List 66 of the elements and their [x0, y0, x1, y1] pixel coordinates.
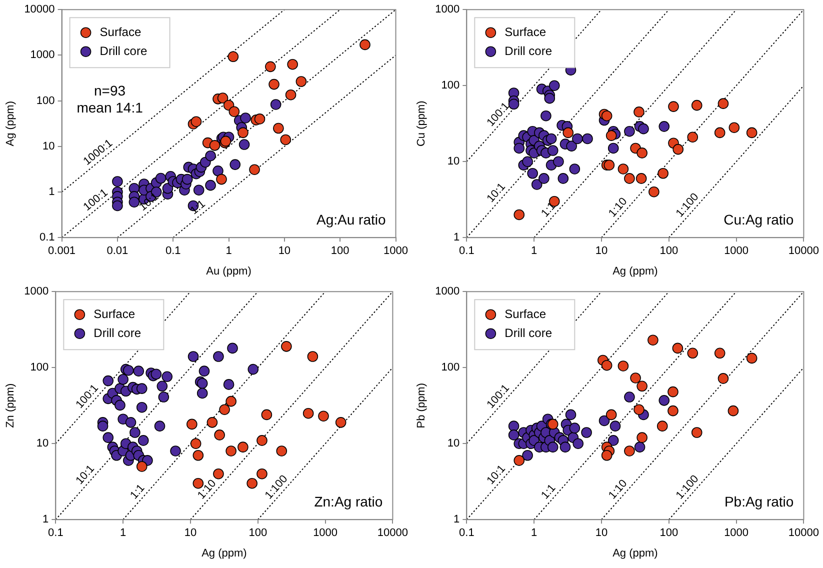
- legend-label: Surface: [100, 24, 142, 39]
- x-tick-label: 10000: [377, 527, 408, 540]
- y-tick-label: 10: [36, 438, 49, 450]
- x-tick-label: 1: [531, 527, 538, 540]
- legend-label: Drill core: [504, 326, 552, 340]
- x-tick-label: 1000: [313, 527, 338, 540]
- legend-label: Drill core: [100, 44, 148, 58]
- x-tick-label: 1000: [724, 527, 749, 540]
- y-tick-label: 1: [454, 232, 460, 244]
- legend-label: Surface: [504, 306, 546, 321]
- y-tick-label: 0.1: [39, 232, 55, 244]
- y-tick-label: 100: [30, 362, 49, 374]
- legend-label: Surface: [94, 306, 136, 321]
- x-axis-title: Ag (ppm): [612, 265, 658, 278]
- x-tick-label: 10: [595, 245, 608, 258]
- y-tick-label: 1: [48, 186, 55, 198]
- y-tick-label: 100: [441, 80, 460, 92]
- y-tick-label: 100: [441, 362, 460, 374]
- x-tick-label: 100: [330, 245, 350, 258]
- x-tick-label: 0.001: [48, 245, 76, 258]
- x-tick-label: 0.01: [106, 245, 128, 258]
- y-tick-label: 10: [42, 140, 55, 152]
- x-axis-title: Au (ppm): [206, 265, 252, 278]
- y-tick-label: 1: [42, 514, 49, 526]
- annotation: 1:1: [539, 200, 558, 220]
- y-tick-label: 10: [447, 156, 460, 168]
- y-tick-label: 1: [454, 514, 460, 526]
- y-tick-label: 1000: [435, 286, 460, 298]
- y-axis-title: Ag (ppm): [4, 100, 17, 146]
- annotation: Zn:Ag ratio: [314, 493, 383, 510]
- x-tick-label: 100: [248, 527, 268, 540]
- x-tick-label: 10: [278, 245, 291, 258]
- x-axis-title: Ag (ppm): [202, 547, 247, 560]
- x-tick-label: 100: [660, 245, 678, 258]
- y-tick-label: 1000: [30, 49, 55, 62]
- y-tick-label: 1000: [435, 4, 460, 16]
- annotation: Pb:Ag ratio: [724, 493, 794, 510]
- legend-label: Surface: [504, 24, 546, 39]
- y-axis-title: Cu (ppm): [416, 100, 428, 147]
- annotation: n=93: [94, 82, 126, 98]
- x-tick-label: 10000: [788, 527, 820, 540]
- x-tick-label: 1: [226, 245, 232, 258]
- x-tick-label: 10000: [788, 245, 820, 258]
- y-tick-label: 100: [36, 94, 55, 107]
- legend-label: Drill core: [504, 44, 552, 58]
- x-axis-title: Ag (ppm): [612, 547, 658, 560]
- y-axis-title: Pb (ppm): [416, 382, 428, 428]
- y-tick-label: 10000: [24, 4, 55, 16]
- y-axis-title: Zn (ppm): [4, 383, 17, 428]
- legend-label: Drill core: [94, 326, 142, 340]
- x-tick-label: 1: [120, 527, 126, 540]
- x-tick-label: 1000: [384, 245, 408, 258]
- x-tick-label: 1: [531, 245, 538, 258]
- annotation: Ag:Au ratio: [316, 211, 386, 228]
- annotation: mean 14:1: [76, 99, 144, 116]
- x-tick-label: 10: [184, 527, 197, 540]
- y-tick-label: 1000: [24, 286, 49, 298]
- annotation: 1:1: [128, 482, 148, 502]
- annotation: Cu:Ag ratio: [724, 211, 794, 228]
- x-tick-label: 0.1: [165, 245, 181, 258]
- annotation: 1:1: [539, 482, 558, 502]
- y-tick-label: 10: [447, 438, 460, 450]
- x-tick-label: 10: [595, 527, 608, 540]
- annotation: 1:1: [188, 198, 208, 218]
- x-tick-label: 1000: [724, 245, 749, 258]
- x-tick-label: 100: [660, 527, 678, 540]
